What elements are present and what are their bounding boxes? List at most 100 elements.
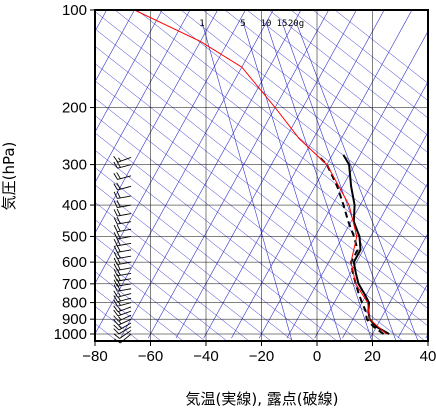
barb-staff	[118, 326, 132, 335]
wind-barb	[113, 182, 132, 191]
barb-flag	[113, 274, 118, 282]
barb-staff	[117, 297, 132, 303]
adiabat-line	[334, 10, 428, 84]
y-tick-label: 100	[62, 2, 87, 19]
adiabat-line	[95, 253, 206, 341]
wind-barb	[113, 160, 132, 169]
y-axis-label: 気圧(hPa)	[0, 142, 18, 211]
adiabat-line	[95, 184, 294, 341]
barb-staff	[117, 236, 132, 240]
wind-barb	[113, 224, 132, 233]
barb-flag	[113, 183, 118, 191]
barb-flag	[113, 295, 118, 302]
barb-flag	[113, 299, 118, 307]
wind-barb	[113, 330, 132, 339]
wind-barb	[113, 295, 132, 303]
mixing-ratio-label: 15	[277, 19, 288, 29]
barb-staff	[117, 221, 132, 225]
adiabat-line	[95, 201, 272, 341]
adiabat-line	[290, 10, 428, 119]
adiabat-line	[95, 28, 428, 292]
isotherm-line	[95, 10, 135, 83]
x-tick-label: 20	[364, 348, 381, 365]
mixing-ratio-label: 10	[261, 19, 272, 29]
adiabat-line	[95, 271, 184, 341]
mixing-ratio-line	[265, 21, 373, 341]
y-tick-label: 500	[62, 228, 87, 245]
adiabat-line	[136, 10, 428, 240]
y-tick-label: 300	[62, 157, 87, 174]
y-tick-label: 400	[62, 197, 87, 214]
adiabat-line	[95, 219, 250, 341]
isotherm-line	[95, 10, 274, 335]
reference-profile	[134, 10, 387, 335]
adiabat-line	[95, 80, 426, 341]
barb-staff	[118, 314, 132, 322]
mixing-ratio-lines	[201, 21, 419, 341]
barb-flag	[113, 333, 120, 339]
wind-barb	[113, 245, 132, 253]
adiabat-line	[114, 10, 428, 257]
barb-flag	[113, 269, 118, 277]
wind-barbs	[113, 156, 132, 344]
wind-barb	[113, 322, 132, 331]
x-axis-ticks: −80 −60 −40 −20 0 20 40	[82, 341, 436, 365]
barb-half	[118, 325, 122, 329]
barb-staff	[117, 302, 132, 307]
horizontal-grid	[95, 9, 428, 335]
barb-flag	[116, 191, 121, 199]
isotherm-line	[369, 232, 428, 339]
barb-staff	[117, 204, 132, 208]
wind-barb	[113, 156, 132, 163]
barb-half	[118, 292, 121, 297]
barb-flag	[116, 216, 121, 224]
barb-half	[118, 157, 122, 162]
x-tick-label: −60	[138, 348, 163, 365]
adiabat-line	[268, 10, 428, 136]
barb-staff	[117, 278, 132, 282]
barb-half	[118, 311, 122, 316]
barb-staff	[117, 283, 132, 287]
barb-flag	[113, 239, 118, 246]
isotherm-line	[203, 10, 385, 339]
barb-flag	[113, 224, 118, 232]
barb-flag	[113, 200, 118, 208]
adiabat-line	[95, 132, 360, 341]
barb-half	[118, 301, 121, 306]
barb-staff	[118, 322, 132, 331]
barb-flag	[116, 278, 121, 286]
barb-flag	[116, 172, 121, 179]
isotherm-line	[95, 10, 218, 234]
adiabat-line	[224, 10, 428, 171]
wind-barb	[113, 231, 132, 240]
barb-staff	[117, 164, 132, 169]
barb-flag	[113, 279, 118, 287]
wind-barb	[113, 208, 132, 217]
wind-barb	[113, 299, 132, 307]
barb-flag	[116, 224, 121, 232]
barb-staff	[117, 242, 132, 247]
adiabat-line	[158, 10, 428, 223]
barb-staff	[118, 318, 132, 326]
adiabat-line	[202, 10, 428, 188]
adiabat-line	[95, 115, 382, 341]
mixing-ratio-label: 1	[199, 19, 204, 29]
barb-flag	[113, 284, 118, 292]
barb-flag	[113, 217, 118, 225]
barb-staff	[117, 310, 132, 317]
wind-barb	[113, 191, 132, 199]
barb-flag	[116, 273, 121, 281]
adiabat-line	[95, 63, 428, 327]
wind-barb	[113, 216, 132, 225]
barb-flag	[113, 315, 119, 322]
barb-staff	[117, 213, 132, 217]
barb-staff	[117, 156, 132, 163]
y-tick-label: 700	[62, 276, 87, 293]
adiabat-line	[180, 10, 428, 205]
barb-flag	[116, 245, 121, 252]
mixing-ratio-label: 5	[240, 19, 245, 29]
mixing-ratio-labels: 1 5 10 15 20g	[199, 19, 304, 29]
barb-flag	[113, 263, 118, 271]
temperature-profile	[342, 154, 390, 335]
